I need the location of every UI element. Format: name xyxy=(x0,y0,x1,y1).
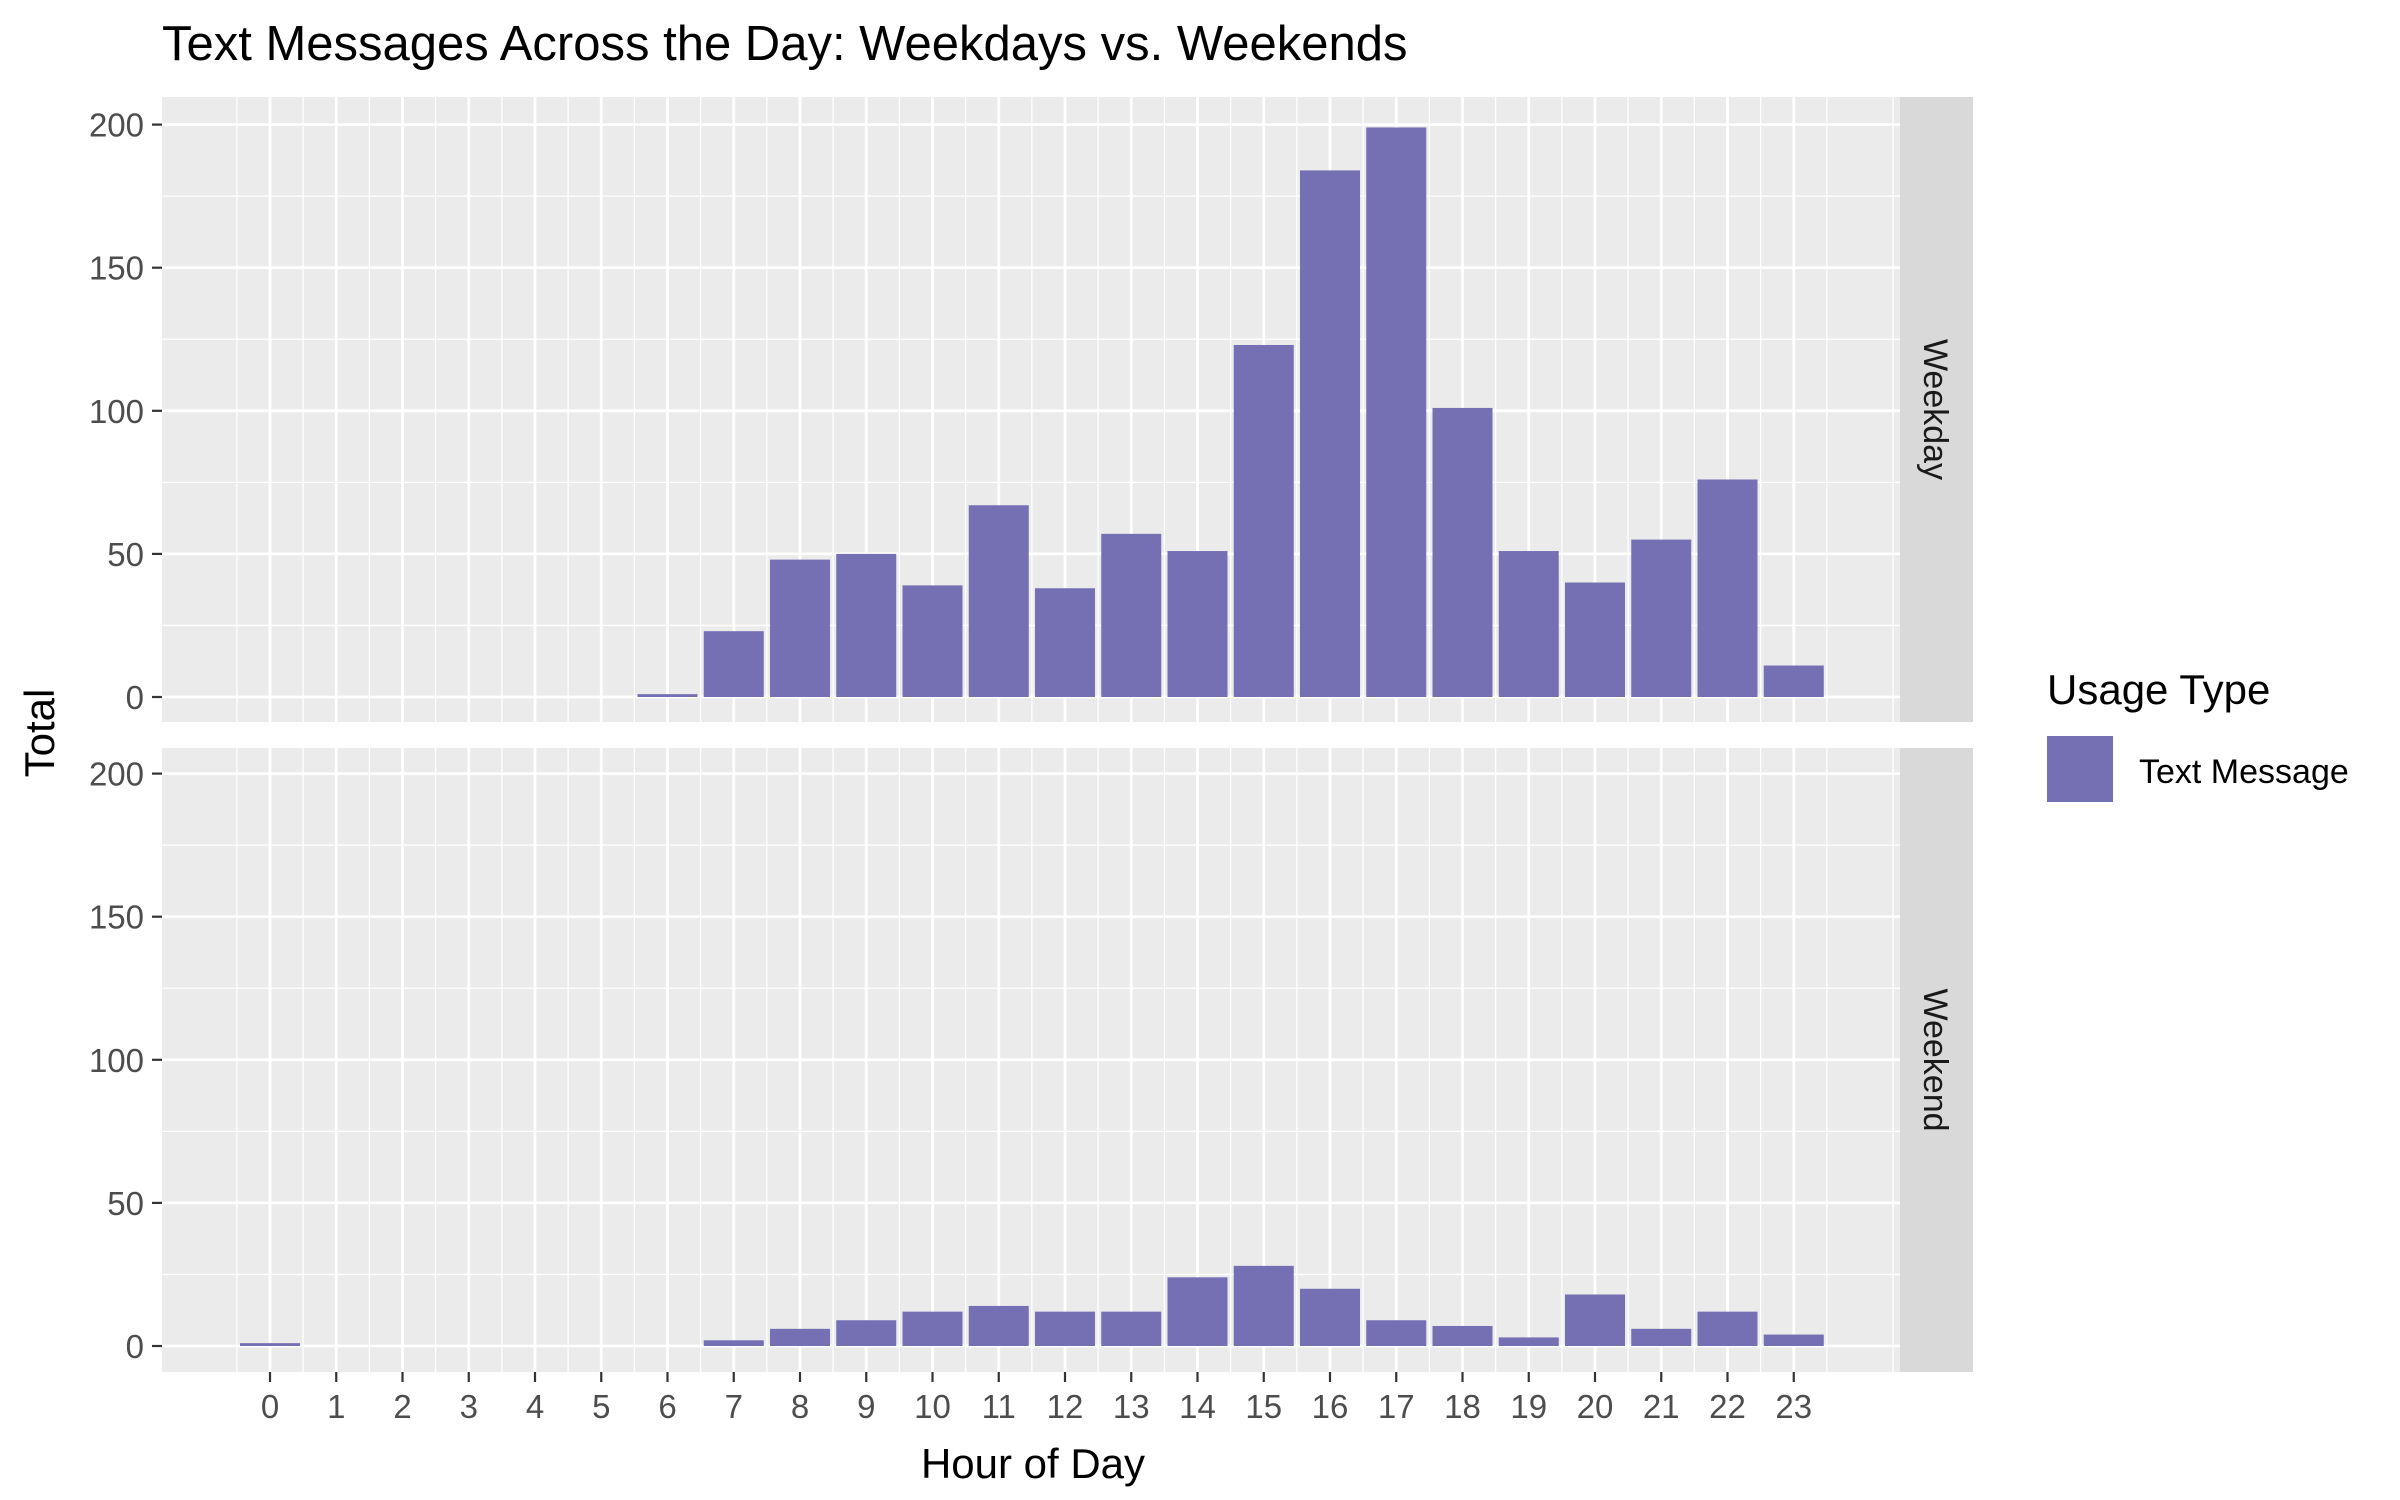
x-tick-label: 16 xyxy=(1312,1388,1349,1425)
bar-weekday-hour-12 xyxy=(1035,588,1095,697)
bar-weekday-hour-21 xyxy=(1631,539,1692,697)
x-tick-label: 22 xyxy=(1709,1388,1746,1425)
bar-weekend-hour-8 xyxy=(770,1328,830,1346)
x-tick-label: 19 xyxy=(1510,1388,1547,1425)
x-tick-label: 7 xyxy=(725,1388,743,1425)
y-tick-label: 0 xyxy=(126,679,144,716)
x-tick-label: 15 xyxy=(1245,1388,1282,1425)
bar-weekday-hour-19 xyxy=(1498,551,1559,697)
bar-weekend-hour-18 xyxy=(1432,1325,1493,1346)
x-tick-label: 5 xyxy=(592,1388,610,1425)
bar-weekend-hour-7 xyxy=(703,1340,764,1346)
bar-weekend-hour-11 xyxy=(968,1305,1029,1346)
y-tick-label: 200 xyxy=(89,756,144,793)
legend: Usage Type Text Message xyxy=(2047,666,2349,802)
x-tick-label: 4 xyxy=(526,1388,544,1425)
facet-panels: 0 50 100 150 200 Weekday 0 50 100 150 200 Weekend xyxy=(89,97,1973,1372)
y-tick-label: 100 xyxy=(89,393,144,430)
facet-panel-weekday: 0 50 100 150 200 Weekday xyxy=(89,97,1973,722)
bar-weekend-hour-17 xyxy=(1366,1320,1427,1346)
x-tick-label: 13 xyxy=(1113,1388,1150,1425)
facet-strip-label: Weekend xyxy=(1916,988,1954,1131)
y-tick-label: 200 xyxy=(89,107,144,144)
x-tick-label: 17 xyxy=(1378,1388,1415,1425)
facet-strip-label: Weekday xyxy=(1916,339,1954,480)
x-tick-label: 11 xyxy=(982,1388,1016,1425)
bar-weekday-hour-11 xyxy=(968,505,1029,697)
bar-weekend-hour-23 xyxy=(1763,1334,1824,1346)
bar-weekend-hour-13 xyxy=(1101,1311,1162,1346)
facet-strip xyxy=(1900,97,1973,722)
bar-weekday-hour-7 xyxy=(703,631,764,697)
bar-weekday-hour-23 xyxy=(1763,665,1824,697)
bar-weekend-hour-21 xyxy=(1631,1328,1692,1346)
bar-weekend-hour-12 xyxy=(1035,1311,1095,1346)
bar-weekend-hour-0 xyxy=(240,1343,300,1346)
y-tick-label: 0 xyxy=(126,1328,144,1365)
x-tick-label: 18 xyxy=(1444,1388,1481,1425)
bar-weekend-hour-16 xyxy=(1300,1288,1360,1346)
bar-weekday-hour-22 xyxy=(1697,479,1758,697)
bar-weekday-hour-17 xyxy=(1366,127,1427,698)
y-tick-label: 50 xyxy=(107,536,144,573)
x-tick-label: 10 xyxy=(914,1388,951,1425)
x-tick-label: 12 xyxy=(1047,1388,1084,1425)
x-tick-label: 0 xyxy=(261,1388,279,1425)
x-tick-label: 6 xyxy=(658,1388,676,1425)
chart-title: Text Messages Across the Day: Weekdays v… xyxy=(162,17,1408,71)
bar-weekday-hour-13 xyxy=(1101,533,1162,697)
bar-weekend-hour-15 xyxy=(1233,1265,1294,1346)
x-tick-label: 9 xyxy=(857,1388,875,1425)
x-tick-label: 2 xyxy=(393,1388,411,1425)
x-tick-label: 20 xyxy=(1577,1388,1614,1425)
bar-weekend-hour-22 xyxy=(1697,1311,1758,1346)
y-tick-label: 150 xyxy=(89,250,144,287)
x-tick-label: 23 xyxy=(1775,1388,1812,1425)
legend-key-text-message xyxy=(2047,736,2113,802)
bar-weekday-hour-6 xyxy=(637,694,698,697)
x-tick-label: 3 xyxy=(460,1388,478,1425)
x-tick-label: 1 xyxy=(327,1388,345,1425)
bar-weekday-hour-9 xyxy=(836,553,897,697)
y-axis-title: Total xyxy=(16,689,63,778)
bar-weekday-hour-8 xyxy=(770,559,830,697)
bar-weekday-hour-20 xyxy=(1565,582,1625,697)
bar-weekend-hour-10 xyxy=(902,1311,963,1346)
bar-weekend-hour-19 xyxy=(1498,1337,1559,1346)
bar-weekday-hour-18 xyxy=(1432,407,1493,697)
x-tick-label: 8 xyxy=(791,1388,809,1425)
bar-weekday-hour-15 xyxy=(1233,344,1294,697)
x-tick-label: 21 xyxy=(1643,1388,1680,1425)
facet-panel-weekend: 0 50 100 150 200 Weekend xyxy=(89,748,1973,1372)
x-axis-title: Hour of Day xyxy=(921,1440,1145,1487)
bar-weekday-hour-10 xyxy=(902,585,963,697)
bar-weekend-hour-9 xyxy=(836,1320,897,1346)
y-tick-label: 150 xyxy=(89,899,144,936)
y-tick-label: 50 xyxy=(107,1185,144,1222)
legend-title: Usage Type xyxy=(2047,666,2270,713)
bar-weekday-hour-16 xyxy=(1300,170,1360,698)
legend-label-text-message: Text Message xyxy=(2139,753,2349,791)
x-axis: 0 1 2 3 4 5 6 7 8 9 10 11 12 13 14 15 16 17 18 19 20 21 22 23 xyxy=(261,1372,1812,1425)
bar-weekend-hour-14 xyxy=(1167,1277,1228,1346)
bar-weekday-hour-14 xyxy=(1167,551,1228,697)
y-tick-label: 100 xyxy=(89,1042,144,1079)
bar-weekend-hour-20 xyxy=(1565,1294,1625,1346)
x-tick-label: 14 xyxy=(1179,1388,1216,1425)
facet-strip xyxy=(1900,748,1973,1372)
